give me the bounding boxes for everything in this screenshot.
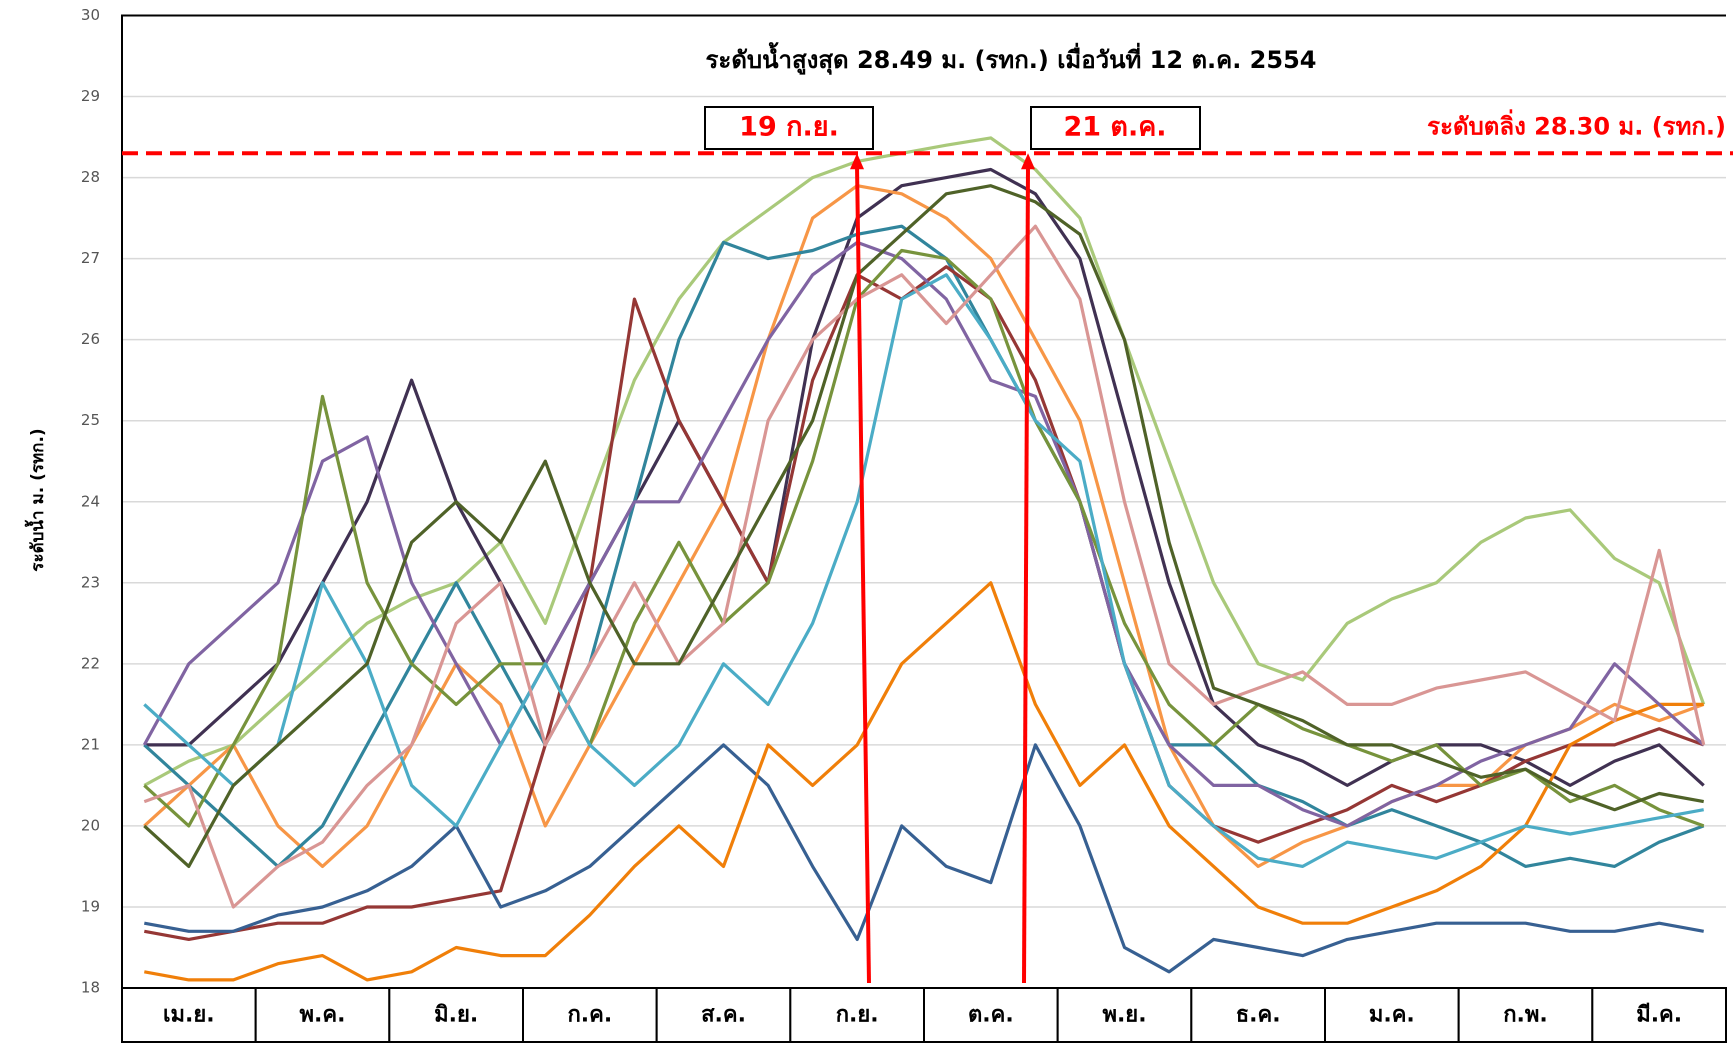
y-tick-label: 21 xyxy=(81,735,100,753)
y-axis-label: ระดับน้ำ ม. (รทก.) xyxy=(24,428,48,571)
series-line xyxy=(143,248,1705,828)
series-line xyxy=(143,136,1706,787)
y-tick-label: 25 xyxy=(81,411,100,429)
max-annotation: ระดับน้ำสูงสุด 28.49 ม. (รทก.) เมื่อวันท… xyxy=(706,41,1317,76)
plot-frame xyxy=(121,14,1726,988)
x-tick-label: มิ.ย. xyxy=(434,1003,478,1028)
y-tick-label: 26 xyxy=(81,330,100,348)
date-box xyxy=(1030,106,1201,150)
date-label: 19 ก.ย. xyxy=(739,112,839,143)
arrow-head xyxy=(1021,153,1035,170)
date-label: 21 ต.ค. xyxy=(1063,112,1166,143)
x-tick-label: ธ.ค. xyxy=(1236,1003,1281,1028)
month-cell xyxy=(923,987,1059,1043)
month-cell xyxy=(1056,987,1193,1043)
x-tick-label: ก.พ. xyxy=(1503,1003,1548,1028)
month-cell xyxy=(522,987,658,1043)
y-tick-label: 24 xyxy=(81,492,100,510)
y-tick-label: 27 xyxy=(81,249,100,267)
x-tick-label: ม.ค. xyxy=(1369,1003,1415,1028)
y-tick-label: 23 xyxy=(81,573,100,591)
series-line xyxy=(143,224,1705,868)
y-tick-label: 18 xyxy=(81,979,100,997)
arrow-head xyxy=(850,153,864,170)
y-tick-label: 19 xyxy=(81,897,100,915)
x-tick-label: ก.ย. xyxy=(836,1003,879,1028)
month-cell xyxy=(1591,987,1728,1043)
y-tick-label: 30 xyxy=(81,6,100,24)
series-line xyxy=(144,167,1705,787)
x-tick-label: ก.ค. xyxy=(567,1003,612,1028)
arrow xyxy=(855,165,871,984)
series-line xyxy=(144,265,1705,941)
y-tick-label: 29 xyxy=(81,87,100,105)
y-tick-label: 20 xyxy=(81,816,100,834)
y-tick-label: 22 xyxy=(81,654,100,672)
x-tick-label: พ.ค. xyxy=(300,1003,346,1028)
series-line xyxy=(143,224,1706,909)
series-line xyxy=(143,273,1704,868)
threshold-label: ระดับตลิ่ง 28.30 ม. (รทก.) xyxy=(1427,108,1726,140)
x-tick-label: ส.ค. xyxy=(701,1003,746,1028)
month-cell xyxy=(1190,987,1327,1043)
month-cell xyxy=(254,987,391,1043)
x-tick-label: มี.ค. xyxy=(1636,1003,1682,1028)
x-tick-label: ต.ค. xyxy=(968,1003,1014,1028)
month-cell xyxy=(655,987,792,1043)
series-line xyxy=(143,184,1705,868)
x-tick-label: พ.ย. xyxy=(1102,1003,1146,1028)
x-tick-label: เม.ย. xyxy=(163,1003,215,1028)
arrow xyxy=(1022,165,1030,984)
month-cell xyxy=(388,987,525,1043)
month-cell xyxy=(121,987,257,1043)
series-line xyxy=(143,184,1704,868)
series-line xyxy=(142,240,1705,828)
series-line xyxy=(144,581,1704,982)
date-box xyxy=(704,106,874,150)
month-cell xyxy=(789,987,925,1043)
y-tick-label: 28 xyxy=(81,168,100,186)
series-line xyxy=(144,743,1704,974)
